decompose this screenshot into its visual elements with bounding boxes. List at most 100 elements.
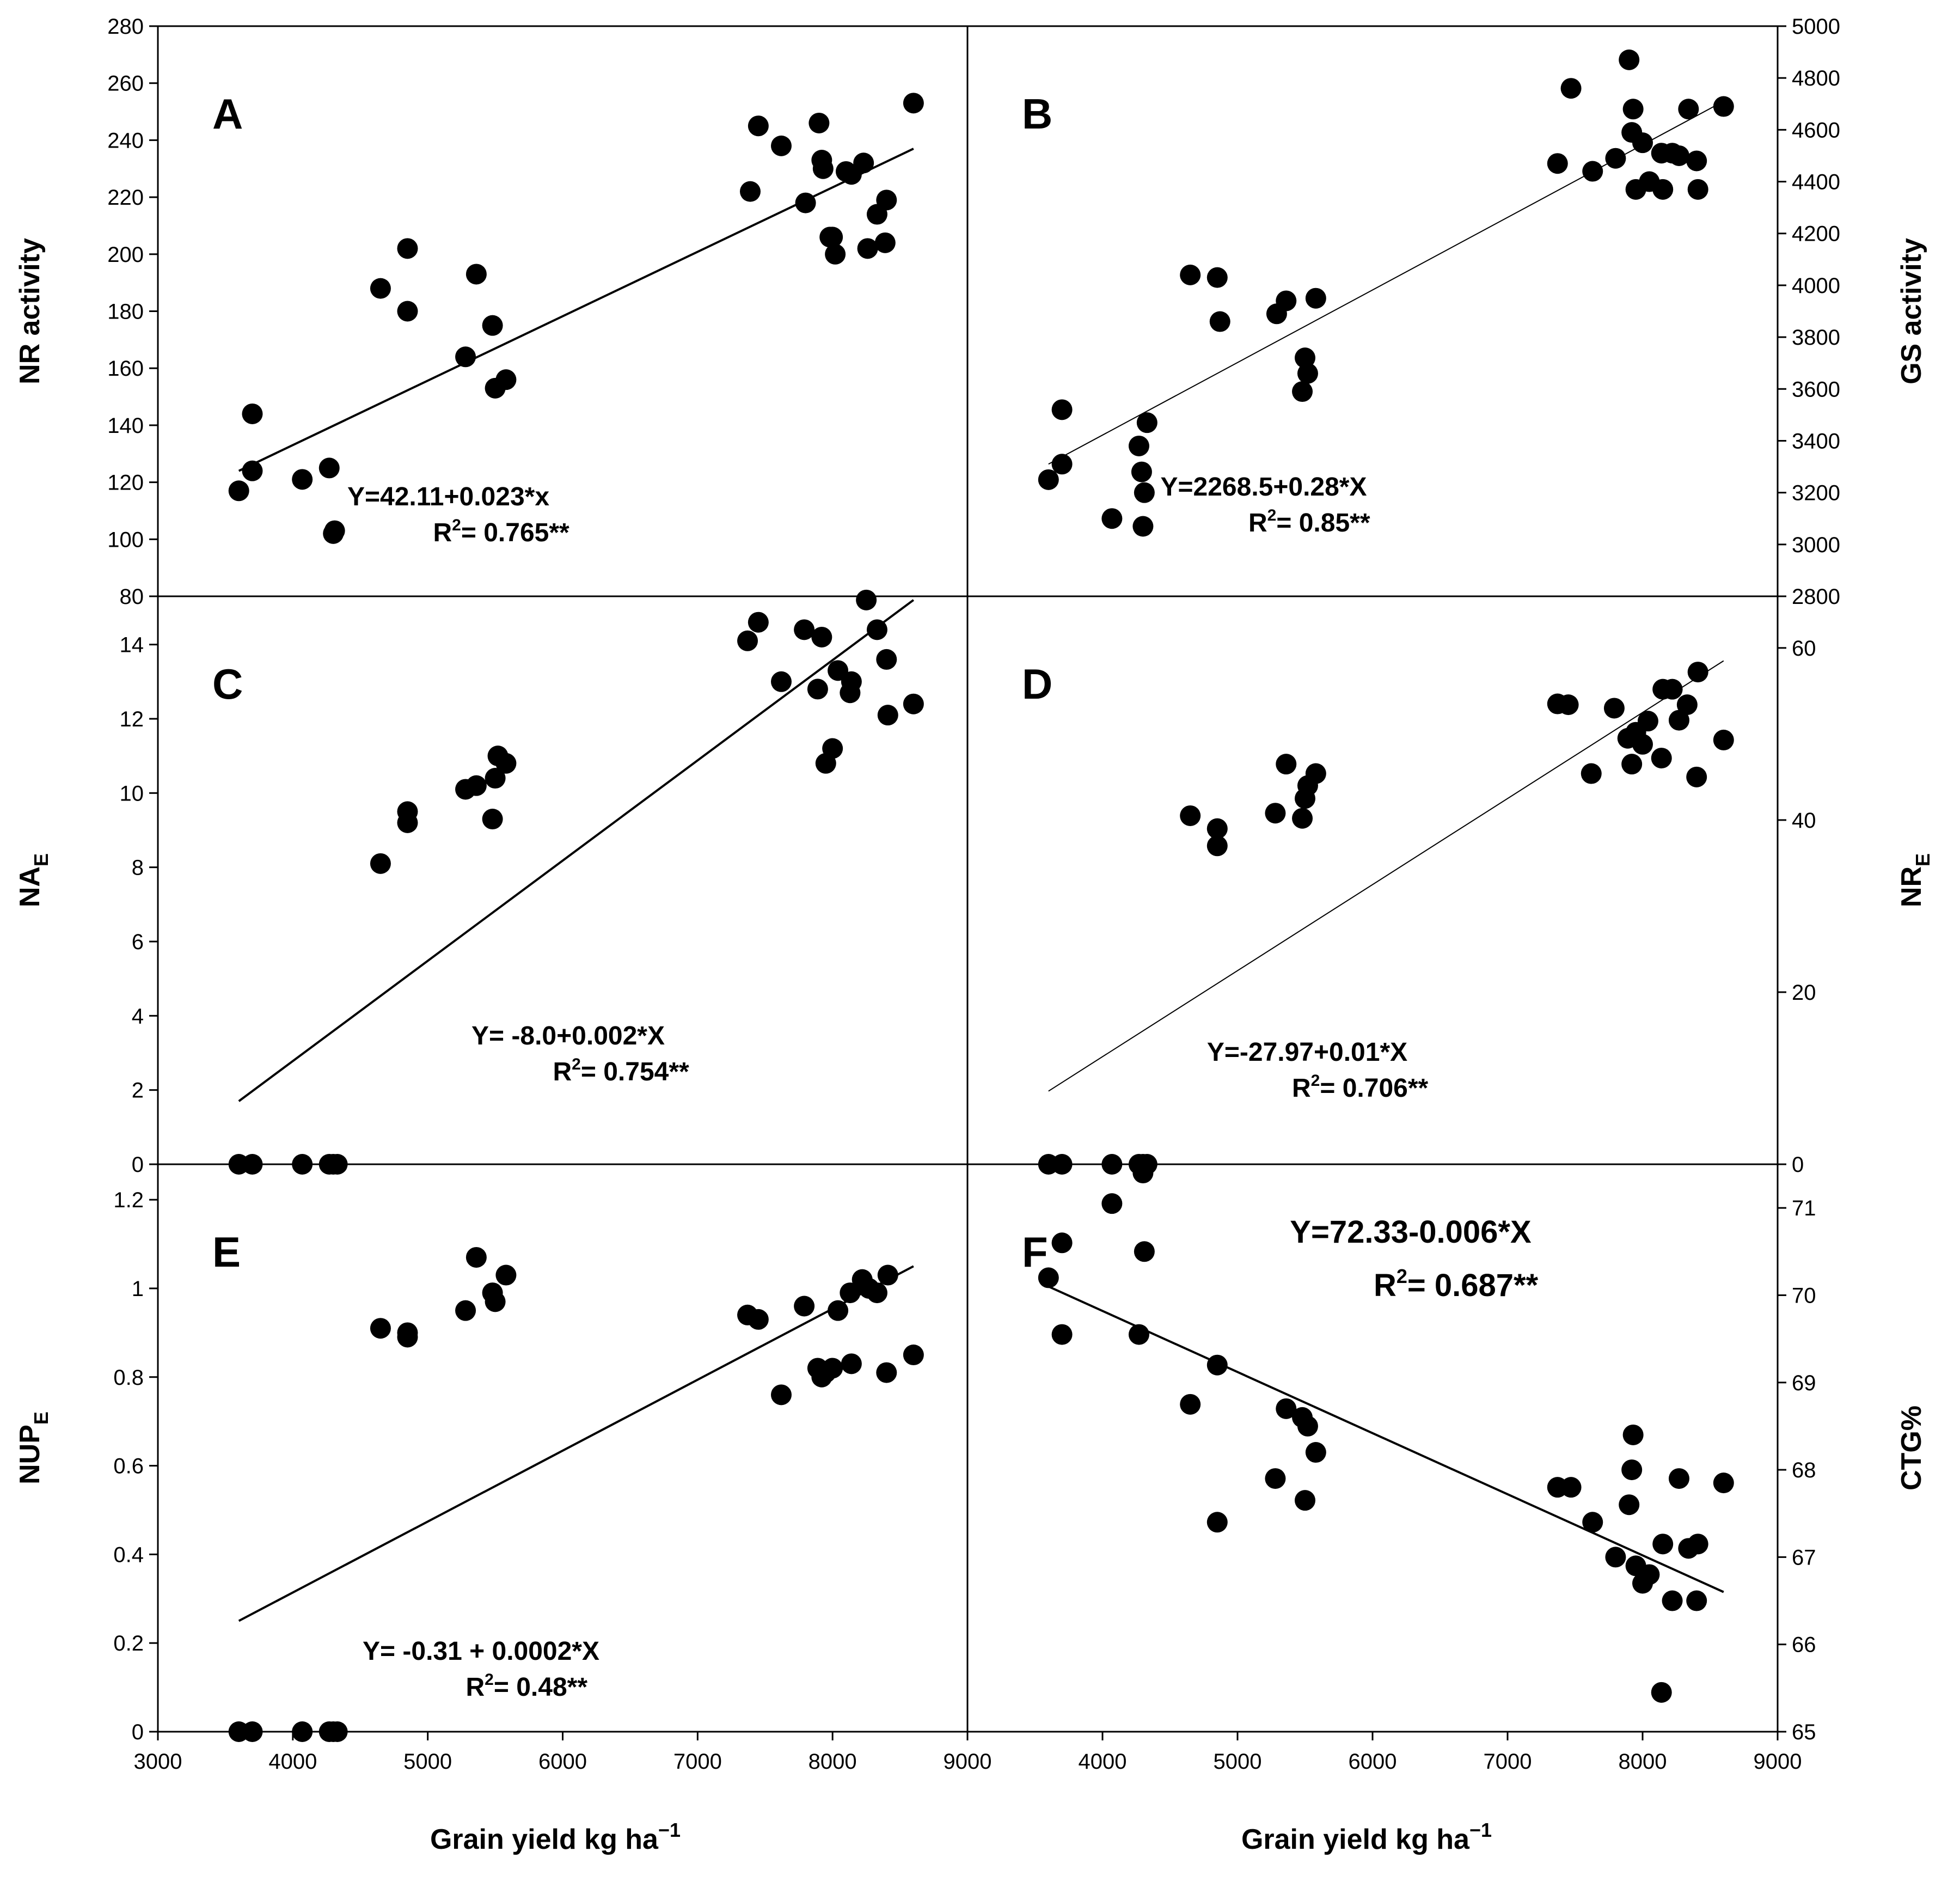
- y-axis-label: NR activity: [14, 238, 46, 384]
- data-point: [1101, 1154, 1123, 1175]
- y-axis-label-subscript: E: [30, 1412, 52, 1425]
- data-point: [327, 1721, 348, 1742]
- data-point: [1619, 1494, 1640, 1516]
- y-tick-label: 180: [107, 300, 144, 324]
- data-point: [1297, 1415, 1318, 1437]
- data-point: [1180, 805, 1201, 826]
- r-squared-symbol: R: [1248, 509, 1267, 537]
- data-point: [770, 1384, 792, 1406]
- data-point: [1206, 835, 1228, 857]
- data-point: [1560, 1477, 1582, 1498]
- data-point: [1621, 754, 1643, 775]
- y-tick-label: 68: [1792, 1458, 1816, 1482]
- data-point: [1265, 1468, 1286, 1489]
- data-point: [465, 264, 487, 285]
- y-tick-label: 3600: [1792, 377, 1840, 401]
- data-point: [1297, 363, 1318, 384]
- data-point: [1136, 412, 1157, 433]
- x-tick-label: 7000: [673, 1750, 722, 1774]
- y-tick-label: 220: [107, 186, 144, 210]
- data-point: [397, 301, 418, 322]
- y-axis-label-main: GS activity: [1896, 238, 1927, 384]
- data-point: [1295, 1490, 1315, 1511]
- data-point: [737, 630, 758, 651]
- data-point: [242, 1721, 263, 1742]
- data-point: [1206, 818, 1228, 839]
- data-point: [1581, 763, 1602, 784]
- data-point: [1605, 148, 1626, 169]
- y-tick-label: 160: [107, 357, 144, 381]
- y-tick-label: 200: [107, 243, 144, 267]
- data-point: [857, 238, 878, 259]
- panel-label: C: [212, 660, 243, 708]
- data-point: [1051, 399, 1073, 420]
- data-point: [397, 1327, 418, 1348]
- data-point: [748, 612, 769, 633]
- regression-line: [1048, 1285, 1724, 1593]
- y-tick-label: 280: [107, 15, 144, 39]
- data-point: [841, 1353, 862, 1374]
- data-point: [465, 1246, 487, 1268]
- x-tick-label: 4000: [268, 1750, 317, 1774]
- data-point: [794, 1296, 815, 1317]
- data-point: [866, 1282, 887, 1304]
- regression-equation: Y=42.11+0.023*x: [347, 482, 549, 511]
- data-point: [1560, 78, 1582, 99]
- data-point: [1652, 1533, 1674, 1555]
- r-squared-value: = 0.48**: [494, 1673, 587, 1702]
- data-point: [1101, 1193, 1123, 1214]
- r-squared-symbol: R: [433, 518, 452, 547]
- y-tick-label: 69: [1792, 1371, 1816, 1395]
- panel-label: E: [212, 1228, 241, 1276]
- data-point: [866, 619, 887, 640]
- x-tick-label: 9000: [1754, 1750, 1802, 1774]
- text-layer: Grain yield kg ha−1 Grain yield kg ha−1 …: [14, 15, 1934, 1855]
- data-point: [825, 243, 846, 265]
- data-point: [455, 346, 476, 368]
- y-axis-label-subscript: E: [30, 853, 52, 866]
- data-point: [903, 1345, 924, 1366]
- x-tick-label: 8000: [808, 1750, 857, 1774]
- r-squared-superscript: 2: [1396, 1265, 1407, 1287]
- data-point: [495, 1264, 517, 1286]
- r-squared-symbol: R: [1292, 1074, 1311, 1103]
- data-point: [1637, 711, 1658, 732]
- r-squared-value: = 0.85**: [1276, 509, 1370, 537]
- data-point: [1038, 469, 1059, 490]
- data-point: [1621, 1459, 1643, 1481]
- data-point: [903, 93, 924, 114]
- y-tick-label: 3800: [1792, 326, 1840, 350]
- y-axis-label-main: NUP: [14, 1425, 46, 1484]
- x-tick-label: 7000: [1484, 1750, 1532, 1774]
- y-tick-label: 3400: [1792, 429, 1840, 453]
- data-point: [1132, 516, 1154, 537]
- data-point: [1686, 766, 1707, 787]
- y-tick-label: 20: [1792, 981, 1816, 1005]
- data-point: [1180, 1394, 1201, 1415]
- data-point: [1686, 1590, 1707, 1611]
- data-point: [877, 1264, 898, 1286]
- y-tick-label: 0: [132, 1153, 144, 1177]
- r-squared-superscript: 2: [1311, 1072, 1320, 1090]
- data-point: [748, 115, 769, 137]
- x-axis-label-right: Grain yield kg ha−1: [1241, 1819, 1492, 1855]
- data-point: [1605, 1547, 1626, 1568]
- data-point: [1206, 1354, 1228, 1376]
- r-squared-label: R2= 0.48**: [466, 1671, 588, 1702]
- y-tick-label: 65: [1792, 1720, 1816, 1744]
- y-axis-label-main: NR: [1896, 866, 1927, 907]
- data-point: [1128, 435, 1149, 456]
- x-tick-label: 9000: [944, 1750, 992, 1774]
- data-point: [1038, 1267, 1059, 1288]
- regression-line: [1048, 660, 1724, 1092]
- y-tick-label: 66: [1792, 1633, 1816, 1657]
- r-squared-label: R2= 0.706**: [1292, 1072, 1429, 1103]
- data-point: [1619, 49, 1640, 70]
- y-tick-label: 4400: [1792, 170, 1840, 194]
- y-axis-label: GS activity: [1896, 238, 1927, 384]
- data-point: [1276, 1398, 1297, 1419]
- data-point: [876, 190, 897, 211]
- data-point: [242, 403, 263, 424]
- y-axis-label-main: CTG%: [1896, 1406, 1927, 1490]
- data-point: [1292, 808, 1313, 829]
